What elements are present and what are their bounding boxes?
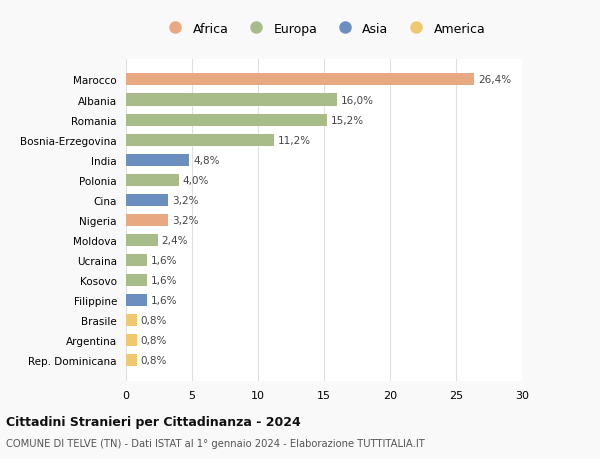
Bar (126, 274, 147, 286)
Bar (126, 294, 147, 306)
Legend: Africa, Europa, Asia, America: Africa, Europa, Asia, America (158, 18, 490, 41)
Bar (126, 74, 475, 86)
Bar (126, 254, 147, 266)
Text: 4,0%: 4,0% (183, 175, 209, 185)
Text: 1,6%: 1,6% (151, 275, 178, 285)
Bar (126, 235, 158, 246)
Text: 15,2%: 15,2% (331, 115, 364, 125)
Text: 1,6%: 1,6% (151, 295, 178, 305)
Bar (126, 174, 179, 186)
Bar (126, 154, 190, 166)
Bar (126, 334, 137, 347)
Text: 0,8%: 0,8% (140, 336, 167, 345)
Text: 1,6%: 1,6% (151, 255, 178, 265)
Text: COMUNE DI TELVE (TN) - Dati ISTAT al 1° gennaio 2024 - Elaborazione TUTTITALIA.I: COMUNE DI TELVE (TN) - Dati ISTAT al 1° … (6, 438, 425, 448)
Text: 16,0%: 16,0% (341, 95, 374, 105)
Bar (126, 134, 274, 146)
Bar (126, 94, 337, 106)
Text: 26,4%: 26,4% (478, 75, 512, 85)
Text: 4,8%: 4,8% (193, 155, 220, 165)
Text: 3,2%: 3,2% (172, 196, 199, 205)
Bar (126, 114, 326, 126)
Text: 3,2%: 3,2% (172, 215, 199, 225)
Bar (126, 314, 137, 326)
Text: 0,8%: 0,8% (140, 315, 167, 325)
Text: 2,4%: 2,4% (161, 235, 188, 245)
Text: 11,2%: 11,2% (278, 135, 311, 146)
Bar (126, 214, 168, 226)
Text: 0,8%: 0,8% (140, 355, 167, 365)
Bar (126, 194, 168, 206)
Text: Cittadini Stranieri per Cittadinanza - 2024: Cittadini Stranieri per Cittadinanza - 2… (6, 415, 301, 428)
Bar (126, 354, 137, 366)
